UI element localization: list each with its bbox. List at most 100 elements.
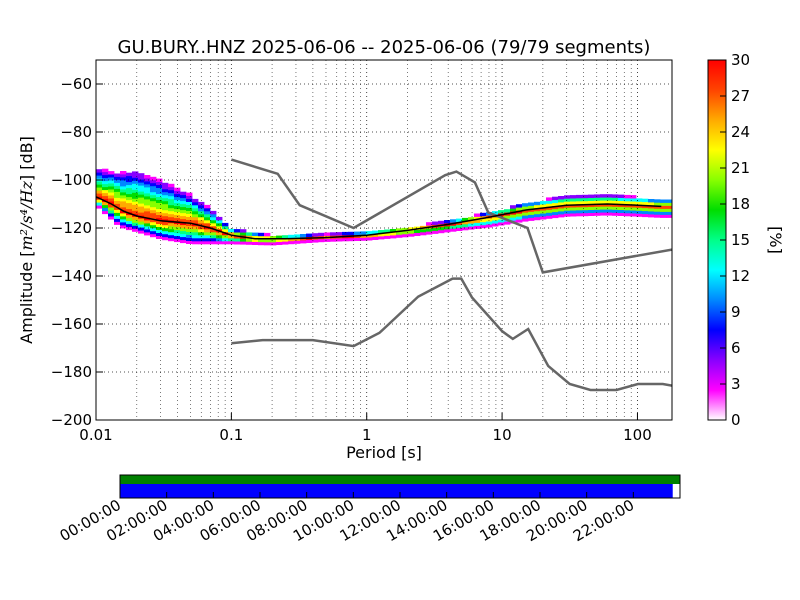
heatmap-cell	[666, 208, 672, 212]
heatmap-cell	[246, 238, 253, 242]
heatmap-cell	[396, 228, 403, 232]
heatmap-cell	[222, 237, 229, 242]
heatmap-cell	[132, 177, 139, 181]
heatmap-cell	[96, 172, 103, 176]
colorbar-tick-label: 9	[731, 303, 741, 321]
heatmap-cell	[462, 220, 469, 225]
heatmap-cell	[516, 219, 523, 223]
heatmap-cell	[480, 218, 487, 223]
heatmap-cell	[138, 197, 145, 201]
heatmap-cell	[372, 236, 379, 240]
heatmap-cell	[150, 197, 157, 202]
heatmap-cell	[594, 197, 601, 201]
heatmap-cell	[270, 236, 277, 240]
heatmap-cell	[198, 207, 205, 212]
heatmap-cell	[540, 216, 547, 220]
heatmap-cell	[630, 198, 637, 202]
y-axis-label-text: Amplitude [	[17, 251, 36, 344]
heatmap-cell	[120, 204, 127, 208]
heatmap-cell	[108, 204, 115, 208]
heatmap-cell	[126, 214, 133, 219]
heatmap-cell	[258, 241, 265, 246]
heatmap-cell	[150, 176, 157, 181]
heatmap-cell	[600, 206, 607, 210]
heatmap-cell	[582, 200, 589, 205]
heatmap-cell	[192, 219, 199, 224]
heatmap-cell	[108, 183, 115, 187]
heatmap-cell	[192, 228, 199, 233]
heatmap-cell	[600, 203, 607, 207]
heatmap-cell	[516, 216, 523, 220]
heatmap-cell	[198, 225, 205, 230]
heatmap-cell	[588, 200, 595, 204]
heatmap-cell	[156, 193, 163, 197]
heatmap-cell	[624, 203, 631, 208]
heatmap-cell	[258, 238, 265, 243]
heatmap-cell	[114, 185, 121, 189]
heatmap-cell	[306, 233, 313, 237]
heatmap-cell	[156, 226, 163, 230]
heatmap-cell	[186, 225, 193, 229]
heatmap-cell	[552, 211, 559, 216]
heatmap-cell	[162, 206, 169, 211]
heatmap-cell	[180, 200, 187, 205]
heatmap-cell	[426, 231, 433, 235]
heatmap-cell	[318, 232, 325, 237]
heatmap-cell	[246, 235, 253, 239]
y-tick-label: −60	[60, 75, 92, 93]
heatmap-cell	[168, 201, 175, 206]
heatmap-cell	[114, 218, 121, 222]
heatmap-cell	[150, 200, 157, 205]
heatmap-cell	[120, 174, 127, 178]
heatmap-cell	[156, 202, 163, 206]
heatmap-cell	[324, 238, 331, 242]
heatmap-cell	[126, 187, 133, 192]
heatmap-cell	[138, 176, 145, 180]
heatmap-cell	[150, 185, 157, 190]
heatmap-cell	[516, 207, 523, 211]
heatmap-cell	[192, 198, 199, 203]
heatmap-cell	[624, 206, 631, 211]
heatmap-cell	[168, 231, 175, 236]
heatmap-cell	[198, 213, 205, 218]
heatmap-cell	[498, 222, 505, 226]
heatmap-cell	[216, 225, 223, 230]
heatmap-cell	[594, 206, 601, 210]
heatmap-cell	[486, 224, 493, 228]
colorbar-tick-label: 18	[731, 195, 750, 213]
heatmap-cell	[102, 201, 109, 206]
heatmap-cell	[198, 216, 205, 221]
heatmap-cell	[210, 216, 217, 221]
heatmap-cell	[456, 218, 463, 222]
heatmap-cell	[114, 209, 121, 213]
heatmap-cell	[600, 209, 607, 213]
heatmap-cell	[654, 211, 661, 215]
heatmap-cell	[396, 234, 403, 238]
heatmap-cell	[156, 232, 163, 236]
heatmap-cell	[114, 173, 121, 177]
heatmap-cell	[132, 225, 139, 229]
heatmap-cell	[534, 213, 541, 218]
heatmap-cell	[462, 217, 469, 222]
heatmap-cell	[168, 216, 175, 221]
heatmap-cell	[408, 230, 415, 234]
heatmap-cell	[234, 241, 241, 245]
heatmap-cell	[282, 235, 289, 239]
heatmap-cell	[606, 194, 613, 198]
y-axis-label: Amplitude [m²/s⁴/Hz] [dB]	[17, 136, 36, 344]
heatmap-cell	[630, 210, 637, 214]
heatmap-cell	[156, 178, 163, 182]
heatmap-cell	[384, 229, 391, 233]
heatmap-cell	[630, 201, 637, 205]
heatmap-cell	[294, 234, 301, 238]
x-tick-label: 1	[362, 426, 372, 444]
heatmap-cell	[162, 209, 169, 214]
heatmap-cell	[606, 197, 613, 201]
coverage-psd-bar	[120, 484, 673, 498]
heatmap-cell	[162, 200, 169, 205]
heatmap-cell	[96, 184, 103, 188]
heatmap-cell	[114, 197, 121, 201]
heatmap-cell	[168, 192, 175, 197]
heatmap-cell	[120, 201, 127, 205]
heatmap-cell	[474, 225, 481, 229]
